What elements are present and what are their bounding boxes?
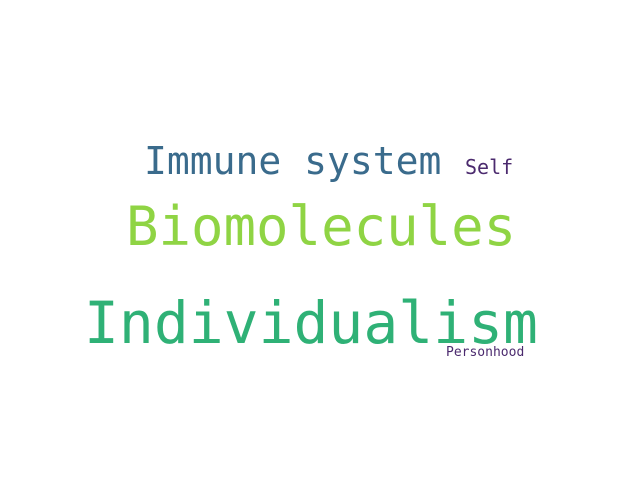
word-immune-system: Immune system <box>144 139 442 183</box>
word-personhood: Personhood <box>446 345 525 360</box>
word-biomolecules: Biomolecules <box>126 195 517 258</box>
word-individualism: Individualism <box>84 289 538 357</box>
word-self: Self <box>465 155 514 179</box>
